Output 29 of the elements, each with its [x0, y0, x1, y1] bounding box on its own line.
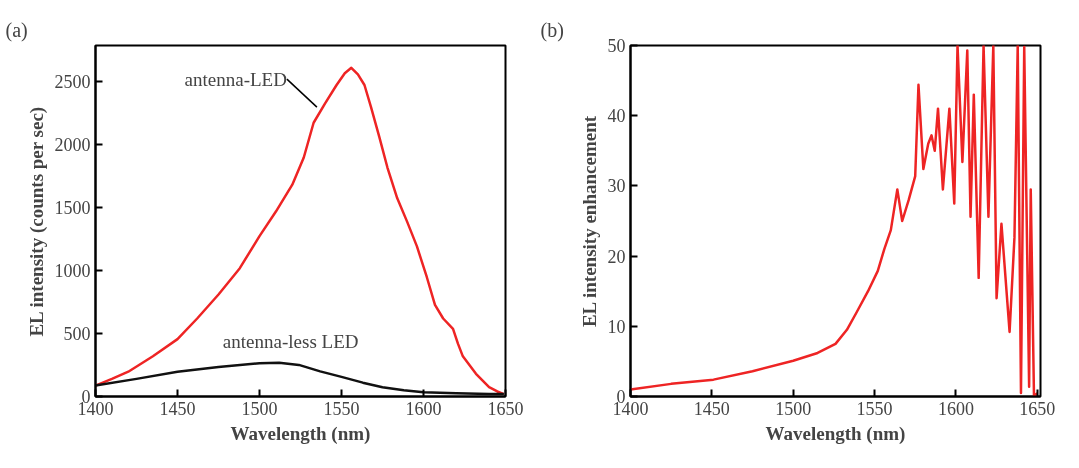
y-tick-label: 20	[607, 246, 626, 267]
y-tick-label: 40	[607, 106, 626, 127]
y-tick-label: 2500	[54, 72, 91, 93]
x-tick-label: 1550	[323, 398, 360, 419]
x-tick-label: 1600	[405, 398, 442, 419]
y-axis-title: EL intensity (counts per sec)	[25, 106, 48, 337]
y-tick-label: 2000	[54, 135, 91, 156]
line-series	[630, 45, 1039, 397]
y-tick-label: 10	[607, 316, 626, 337]
y-tick-label: 1500	[54, 198, 91, 219]
y-tick-label: 30	[607, 176, 626, 197]
y-tick-label: 500	[63, 324, 91, 345]
chart-title: (a)	[5, 18, 28, 42]
y-tick-label: 50	[607, 36, 626, 56]
x-tick-label: 1650	[487, 398, 524, 419]
annotation: antenna-LED	[184, 68, 287, 90]
x-axis-title: Wavelength (nm)	[230, 422, 371, 445]
y-tick-label: 1000	[54, 261, 91, 282]
x-tick-label: 1550	[856, 398, 893, 419]
annotation: antenna-less LED	[222, 330, 359, 352]
x-tick-label: 1450	[693, 398, 730, 419]
x-tick-label: 1600	[937, 398, 974, 419]
x-tick-label: 1500	[241, 398, 278, 419]
x-tick-label: 1650	[1019, 398, 1056, 419]
chart-title: (b)	[540, 18, 564, 42]
x-tick-label: 1450	[159, 398, 196, 419]
x-tick-label: 1500	[775, 398, 812, 419]
y-axis-title: EL intensity enhancement	[578, 115, 600, 328]
x-axis-title: Wavelength (nm)	[765, 422, 906, 445]
